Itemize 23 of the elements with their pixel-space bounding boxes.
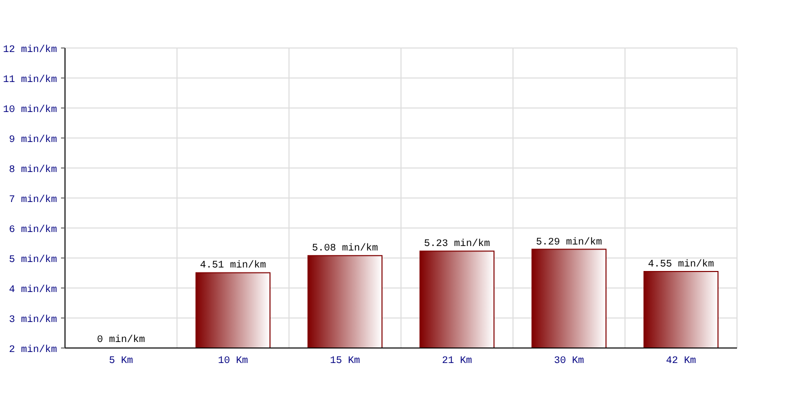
y-tick-label: 9 min/km bbox=[8, 134, 57, 146]
data-label: 4.51 min/km bbox=[200, 260, 266, 272]
y-tick-label: 8 min/km bbox=[8, 164, 57, 176]
data-label: 5.08 min/km bbox=[312, 242, 378, 255]
y-tick-label: 10 min/km bbox=[2, 104, 57, 116]
annotation: 0 min/km bbox=[96, 334, 146, 346]
x-tick-label: 15 Km bbox=[330, 356, 360, 368]
data-label: 5.23 min/km bbox=[424, 238, 490, 250]
y-tick-label: 2 min/km bbox=[8, 344, 57, 356]
x-tick-label: 30 Km bbox=[554, 356, 584, 368]
y-tick-label: 5 min/km bbox=[8, 254, 57, 266]
x-tick-label: 10 Km bbox=[218, 356, 248, 368]
y-tick-label: 4 min/km bbox=[8, 284, 57, 296]
y-tick-label: 7 min/km bbox=[8, 194, 57, 206]
data-label: 4.55 min/km bbox=[648, 258, 714, 270]
x-tick-label: 42 Km bbox=[666, 356, 696, 368]
y-tick-label: 3 min/km bbox=[8, 314, 57, 326]
y-tick-label: 6 min/km bbox=[8, 224, 57, 236]
data-label: 5.29 min/km bbox=[536, 236, 602, 248]
x-tick-label: 5 Km bbox=[108, 356, 134, 368]
x-tick-label: 21 Km bbox=[442, 356, 472, 368]
y-tick-label: 12 min/km bbox=[2, 44, 57, 56]
y-tick-label: 11 min/km bbox=[2, 74, 57, 86]
